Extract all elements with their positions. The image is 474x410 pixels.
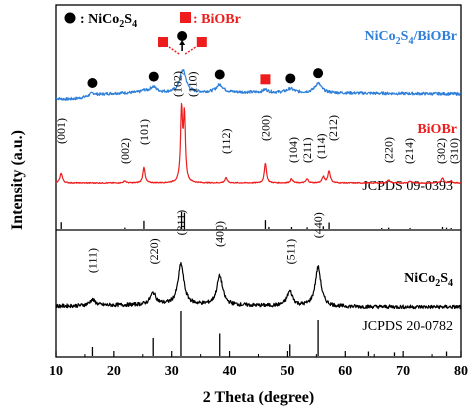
marker-square — [196, 37, 207, 47]
legend: : NiCo2S4 : BiOBr — [64, 12, 241, 30]
hkl-label: (511) — [283, 239, 297, 265]
arrow-right — [184, 46, 197, 55]
hkl-label: (200) — [258, 115, 272, 141]
marker-circle — [87, 78, 98, 89]
series-line-0 — [55, 69, 462, 101]
hkl-label: (112) — [219, 128, 233, 154]
marker-circle — [313, 68, 324, 79]
x-tick-label: 10 — [49, 364, 63, 379]
hkl-label: (220) — [147, 238, 161, 264]
hkl-label: (114) — [314, 133, 328, 159]
x-tick-label: 80 — [454, 364, 468, 379]
label-sub: 2 — [435, 278, 440, 289]
x-tick-label: 50 — [280, 364, 294, 379]
marker-circle — [177, 31, 188, 41]
series-label-composite: NiCo2S4/BiOBr — [365, 29, 457, 47]
hkl-label: (220) — [382, 137, 396, 163]
legend-label-biobr: : BiOBr — [193, 12, 241, 27]
legend-part: : NiCo — [80, 12, 119, 27]
label-sub: 4 — [408, 36, 413, 47]
reference-label: JCPDS 20-0782 — [362, 319, 453, 334]
y-axis-title: Intensity (a.u.) — [9, 130, 26, 230]
series-label-biobr: BiOBr — [417, 122, 457, 137]
label-part: /BiOBr — [412, 29, 457, 44]
label-sub: 2 — [396, 36, 401, 47]
label-part: NiCo — [404, 271, 435, 286]
x-axis-title: 2 Theta (degree) — [203, 389, 314, 406]
hkl-label: (211) — [300, 137, 314, 163]
hkl-label: (001) — [54, 118, 68, 144]
legend-sub: 2 — [119, 19, 124, 30]
hkl-label: (110) — [186, 71, 200, 97]
hkl-label: (311) — [174, 210, 188, 236]
hkl-label: (310) — [447, 138, 461, 164]
arrow-up-head — [179, 40, 186, 45]
reference-label: JCPDS 09-0393 — [362, 179, 453, 194]
x-tick-label: 60 — [338, 364, 352, 379]
marker-circle — [285, 73, 296, 84]
marker-square — [260, 74, 271, 85]
marker-circle — [214, 69, 225, 80]
hkl-label: (440) — [311, 212, 325, 238]
series-layer — [55, 69, 462, 310]
arrow-left — [168, 46, 180, 55]
x-tick-label: 40 — [223, 364, 237, 379]
label-part: NiCo — [365, 29, 396, 44]
hkl-label: (002) — [118, 138, 132, 164]
marker-square — [158, 37, 169, 47]
legend-circle-icon — [64, 12, 76, 24]
hkl-label: (102) — [171, 71, 185, 97]
hkl-label: (302) — [434, 138, 448, 164]
hkl-label: (212) — [326, 115, 340, 141]
label-sub: 4 — [448, 278, 453, 289]
hkl-label: (101) — [137, 119, 151, 145]
hkl-label: (111) — [85, 248, 99, 273]
x-tick-label: 70 — [396, 364, 410, 379]
reference-layer: JCPDS 09-0393 JCPDS 20-0782 — [60, 179, 453, 356]
legend-sub: 4 — [132, 19, 137, 30]
label-part: S — [440, 271, 448, 286]
series-line-1 — [55, 102, 462, 185]
axis-layer: 10 20 30 40 50 60 70 80 2 Theta (degree) Intensit… — [9, 130, 468, 406]
legend-part: S — [124, 12, 132, 27]
marker-circle — [148, 71, 159, 82]
legend-label-nico2s4: : NiCo2S4 — [80, 12, 137, 30]
series-line-2 — [55, 262, 462, 310]
hkl-label: (104) — [286, 137, 300, 163]
hkl-label: (400) — [213, 221, 227, 247]
hkl-label: (214) — [402, 138, 416, 164]
x-tick-label: 20 — [107, 364, 121, 379]
label-part: S — [401, 29, 409, 44]
series-label-nico2s4: NiCo2S4 — [404, 271, 453, 289]
label-layer: (001) (002) (101) (102) (110) (112) (200) (104)… — [54, 12, 461, 289]
x-tick-label: 30 — [165, 364, 179, 379]
legend-square-icon — [180, 12, 191, 23]
